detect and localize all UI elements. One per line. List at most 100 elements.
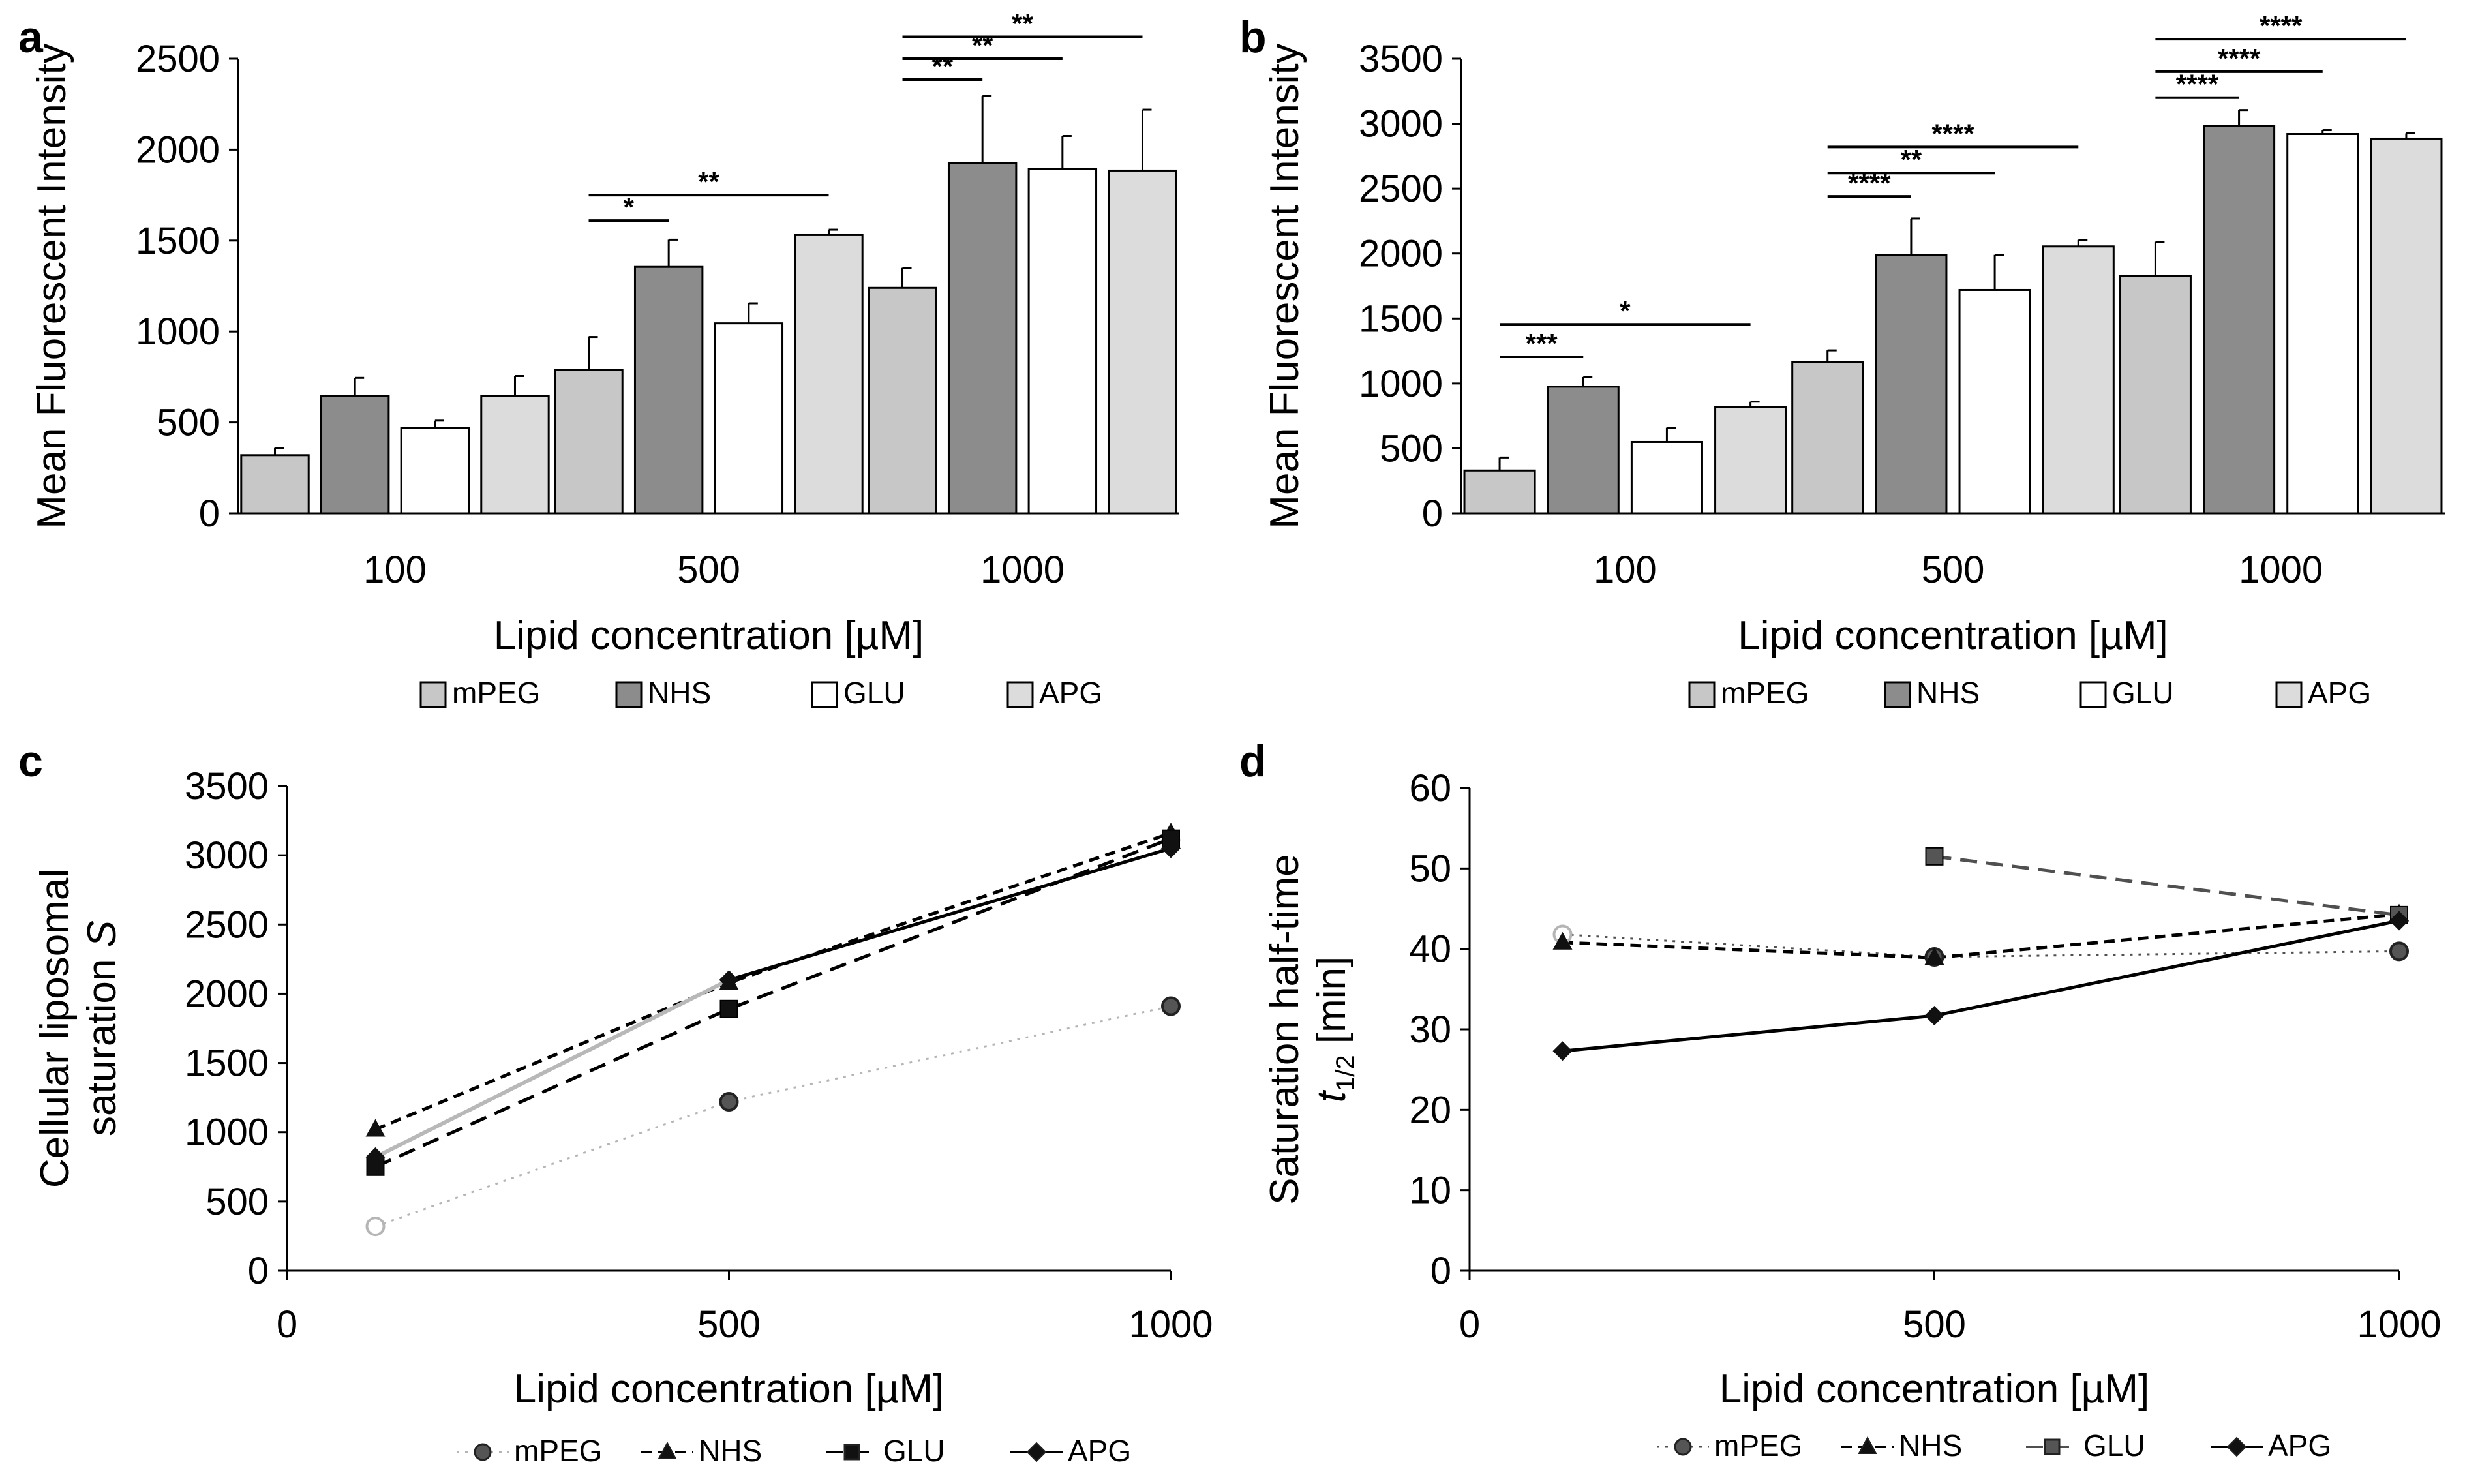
panel-b: b 0 500 1000 1500 2000 2500 3000 3500 100 500 1000 *…: [1239, 10, 2445, 710]
bar-glu: [1630, 440, 1703, 515]
bar-apg: [2042, 245, 2115, 515]
x-tick-label: 1000: [2357, 1303, 2441, 1346]
y-tick-label: 1000: [1359, 363, 1443, 405]
significance-label: ****: [1931, 118, 1974, 149]
x-category-label: 100: [1594, 549, 1657, 591]
legend-marker-nhs: [658, 1441, 677, 1459]
series-line-nhs: [374, 831, 1172, 1131]
x-category-label: 1000: [2239, 549, 2323, 591]
x-tick-label: 1000: [1128, 1303, 1213, 1346]
x-tick-label: 0: [277, 1303, 297, 1346]
series-line-apg-highlight: [374, 978, 730, 1159]
bar-mpeg: [240, 454, 310, 515]
legend-marker-mpeg: [1674, 1438, 1692, 1456]
bar-nhs: [947, 162, 1018, 515]
legend-label: GLU: [2112, 676, 2174, 710]
legend-swatch-glu: [2079, 681, 2107, 708]
y-tick-label: 60: [1409, 767, 1451, 810]
y-tick-label: 2500: [1359, 168, 1443, 210]
y-tick-label: 3500: [1359, 38, 1443, 80]
bar-glu: [1958, 288, 2031, 515]
legend-label: APG: [1039, 676, 1102, 710]
point-nhs: [1552, 931, 1573, 950]
x-axis-title: Lipid concentration [µM]: [1719, 1367, 2150, 1412]
legend-label: APG: [2308, 676, 2371, 710]
legend-label: mPEG: [1721, 676, 1809, 710]
y-tick-label: 2500: [185, 903, 269, 946]
legend-swatch-nhs: [615, 681, 643, 708]
y-tick-label: 1000: [185, 1112, 269, 1154]
y-tick-label: 3000: [1359, 103, 1443, 145]
y-tick-label: 1500: [1359, 297, 1443, 340]
bar-glu: [714, 322, 784, 515]
x-category-label: 500: [1922, 549, 1985, 591]
x-tick-label: 0: [1459, 1303, 1480, 1346]
bar-nhs: [320, 395, 390, 515]
x-axis-title: Lipid concentration [µM]: [494, 613, 924, 658]
bar-mpeg: [1463, 469, 1536, 515]
y-tick-label: 500: [157, 402, 220, 444]
y-tick-label: 1500: [185, 1042, 269, 1085]
significance-label: **: [972, 30, 993, 61]
y-tick-label: 2000: [1359, 233, 1443, 275]
y-tick-label: 0: [248, 1250, 269, 1292]
bar-mpeg: [554, 369, 624, 515]
legend-label: mPEG: [514, 1434, 602, 1468]
y-axis-title-line1: Cellular liposomal: [33, 869, 78, 1188]
legend-marker-apg: [2226, 1436, 2247, 1457]
series-line-apg: [1562, 919, 2400, 1053]
point-nhs: [1924, 947, 1944, 965]
bar-glu: [400, 427, 470, 515]
y-tick-label: 1500: [136, 220, 220, 262]
legend-swatch-glu: [811, 681, 838, 708]
point-apg: [719, 970, 739, 990]
y-axis-title-line1: Saturation half-time: [1262, 854, 1307, 1205]
significance-label: **: [1012, 8, 1033, 39]
bar-nhs: [1547, 386, 1620, 515]
y-tick-label: 0: [1422, 492, 1443, 535]
legend-label: NHS: [1899, 1429, 1962, 1462]
legend-label: GLU: [843, 676, 905, 710]
point-apg: [1161, 838, 1181, 858]
y-tick-label: 20: [1409, 1089, 1451, 1131]
series-line-mpeg: [375, 1005, 1172, 1228]
legend-label: NHS: [648, 676, 711, 710]
significance-label: **: [931, 51, 953, 82]
bar-apg: [480, 395, 550, 515]
y-tick-label: 0: [1430, 1250, 1451, 1292]
y-tick-label: 2500: [136, 38, 220, 80]
legend-swatch-apg: [1006, 681, 1034, 708]
y-tick-label: 500: [1380, 427, 1443, 470]
bar-mpeg: [868, 286, 937, 515]
y-tick-label: 40: [1409, 928, 1451, 971]
bar-nhs: [633, 265, 704, 515]
legend-label: mPEG: [1714, 1429, 1802, 1462]
point-mpeg: [365, 1217, 386, 1237]
legend-label: NHS: [1916, 676, 1980, 710]
x-axis-title: Lipid concentration [µM]: [514, 1367, 945, 1412]
legend-label: GLU: [2083, 1429, 2145, 1462]
point-mpeg: [2389, 941, 2409, 962]
legend-marker-mpeg: [474, 1443, 492, 1461]
point-apg: [2389, 911, 2409, 931]
y-axis-title: Mean Fluorescent Intensity: [29, 43, 74, 528]
panel-letter-a: a: [18, 12, 44, 62]
bar-mpeg: [2119, 275, 2192, 515]
significance-label: ***: [1526, 328, 1558, 359]
legend-label: mPEG: [452, 676, 540, 710]
bar-glu: [1027, 168, 1098, 515]
y-tick-label: 500: [205, 1181, 269, 1223]
point-glu: [719, 999, 738, 1018]
y-tick-label: 10: [1409, 1170, 1451, 1212]
legend-swatch-mpeg: [1688, 681, 1716, 708]
x-category-label: 1000: [980, 549, 1065, 591]
significance-label: ****: [2176, 69, 2219, 100]
x-tick-label: 500: [697, 1303, 761, 1346]
point-apg: [365, 1147, 386, 1167]
y-tick-label: 3500: [185, 765, 269, 808]
legend-swatch-nhs: [1884, 681, 1911, 708]
panel-c: c 0 500 1000 1500 2000 2500 3000 3500 0 500 1000 Lip…: [18, 736, 1213, 1468]
bar-glu: [2286, 133, 2359, 515]
bar-nhs: [1875, 254, 1948, 515]
